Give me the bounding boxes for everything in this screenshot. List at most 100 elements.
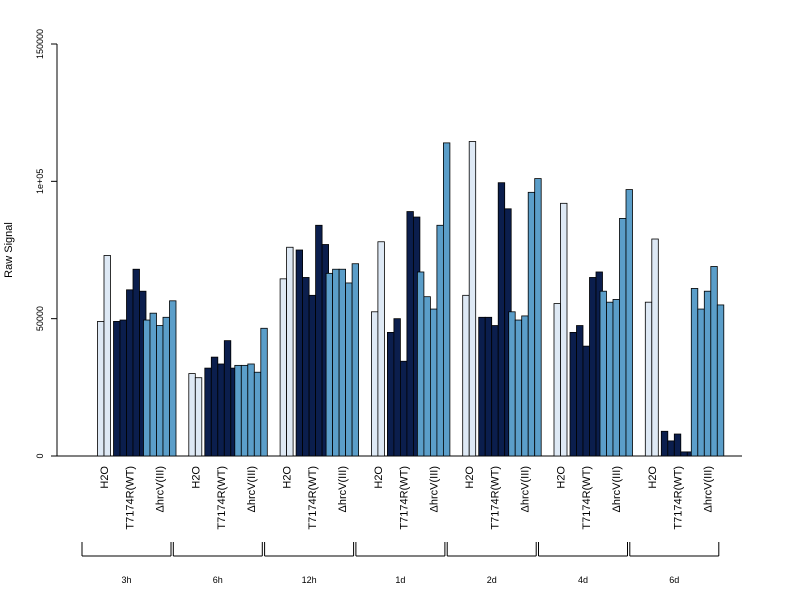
bar [247, 363, 255, 457]
bar [370, 311, 379, 457]
bar [484, 316, 493, 457]
bar [534, 178, 542, 457]
bar [521, 315, 529, 457]
y-tick-label: 50000 [35, 306, 45, 331]
bar [149, 312, 157, 457]
group-label: 12h [302, 575, 317, 585]
bar [612, 299, 620, 457]
group-label: 3h [121, 575, 131, 585]
category-label: H2O [99, 466, 111, 489]
category-label: H2O [373, 466, 385, 489]
group-brackets: 3h 6h 12h 1d 2d 4d 6d [81, 542, 720, 585]
bar [560, 202, 568, 457]
category-labels: H2O T7174R(WT) ΔhrcV(III) H2O T7174R(WT) Δhrc… [99, 466, 714, 530]
category-label: ΔhrcV(III) [702, 466, 714, 512]
category-label: T7174R(WT) [216, 466, 228, 530]
group-label: 1d [395, 575, 405, 585]
bar [625, 189, 633, 457]
category-label: T7174R(WT) [672, 466, 684, 530]
bar [223, 340, 232, 457]
bar [386, 331, 395, 457]
bar [462, 294, 470, 457]
bar [103, 255, 111, 457]
bar [716, 304, 725, 457]
bar [286, 246, 294, 457]
bar [97, 321, 105, 457]
bar [423, 296, 431, 457]
bar [260, 327, 268, 457]
bar [325, 272, 334, 457]
bar [399, 360, 408, 457]
bar [478, 316, 486, 457]
category-label: ΔhrcV(III) [155, 466, 167, 512]
group-label: 6h [213, 575, 223, 585]
bar [514, 319, 523, 457]
bar [576, 325, 584, 457]
bar [667, 440, 675, 457]
y-axis-label: Raw Signal [3, 222, 15, 278]
bar [491, 325, 499, 457]
category-label: T7174R(WT) [125, 466, 137, 530]
bar [132, 268, 140, 457]
bar [210, 356, 219, 457]
category-label: H2O [647, 466, 659, 489]
bar [217, 363, 225, 457]
category-label: H2O [556, 466, 568, 489]
bar [553, 303, 561, 457]
bar [406, 211, 414, 457]
bar [169, 300, 177, 457]
bar [660, 430, 669, 457]
bar [690, 288, 699, 457]
bar [113, 321, 121, 457]
bar [204, 367, 212, 457]
category-label: ΔhrcV(III) [520, 466, 532, 512]
bar [606, 301, 614, 457]
category-label: H2O [464, 466, 476, 489]
bar [582, 345, 590, 457]
bar [345, 282, 353, 457]
bar [332, 268, 340, 457]
y-tick-label: 150000 [35, 29, 45, 59]
bar [315, 224, 323, 457]
bar [302, 277, 310, 457]
bar [651, 238, 659, 457]
category-label: T7174R(WT) [398, 466, 410, 530]
bar [253, 371, 262, 457]
category-label: ΔhrcV(III) [246, 466, 258, 512]
bar [442, 142, 451, 457]
bar [295, 249, 304, 457]
category-label: ΔhrcV(III) [428, 466, 440, 512]
bar [126, 289, 134, 457]
bar [234, 364, 242, 457]
category-label: T7174R(WT) [581, 466, 593, 530]
bar [279, 278, 288, 457]
bar [710, 266, 718, 457]
category-label: T7174R(WT) [307, 466, 319, 530]
bar [188, 373, 196, 457]
bar [338, 268, 347, 457]
bar [703, 290, 712, 457]
bar [416, 271, 425, 457]
bar [589, 277, 597, 457]
bar [308, 294, 317, 457]
category-label: T7174R(WT) [490, 466, 502, 530]
bar [429, 308, 438, 457]
bar [697, 308, 705, 457]
bar [162, 316, 170, 457]
bar [393, 318, 401, 457]
group-label: 4d [578, 575, 588, 585]
category-label: ΔhrcV(III) [611, 466, 623, 512]
category-label: H2O [190, 466, 202, 489]
group-label: 2d [487, 575, 497, 585]
bar [680, 451, 688, 457]
bar [436, 224, 444, 457]
bar [377, 241, 385, 457]
group-label: 6d [669, 575, 679, 585]
bar [143, 319, 151, 457]
y-tick-label: 0 [35, 453, 45, 458]
category-label: H2O [282, 466, 294, 489]
bar [119, 319, 127, 457]
bar [569, 331, 577, 457]
y-tick-label: 1e+05 [35, 169, 45, 194]
